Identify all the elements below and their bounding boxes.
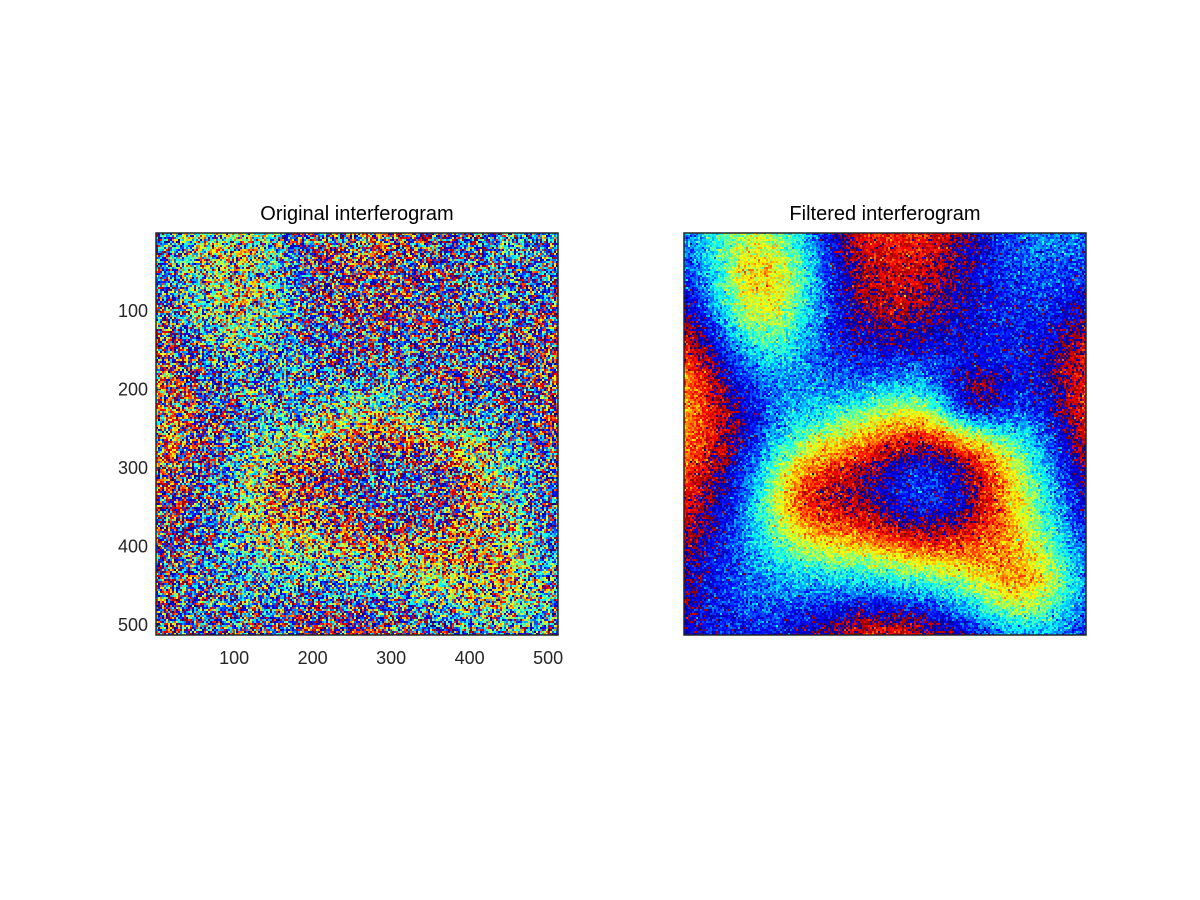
left-y-axis: 100 200 300 400 500	[118, 301, 161, 635]
left-x-tick-label: 500	[533, 648, 563, 668]
right-axes-box	[683, 232, 1087, 636]
left-x-tick-label: 100	[219, 648, 249, 668]
left-y-tick-label: 400	[118, 537, 148, 557]
left-x-tick-label: 300	[376, 648, 406, 668]
left-x-tick-label: 400	[455, 648, 485, 668]
left-y-tick-label: 500	[118, 615, 148, 635]
left-y-tick-label: 200	[118, 380, 148, 400]
right-panel: Filtered interferogram	[683, 203, 1087, 636]
left-title: Original interferogram	[260, 203, 453, 225]
left-panel: Original interferogram 100 200 300 400 500 1…	[118, 203, 563, 668]
left-x-axis: 100 200 300 400 500	[219, 630, 563, 668]
left-y-tick-label: 100	[118, 301, 148, 321]
left-interferogram-image	[156, 233, 558, 635]
left-y-tick-label: 300	[118, 458, 148, 478]
left-image-frame	[156, 233, 558, 635]
left-axes-box	[155, 232, 559, 636]
left-x-tick-label: 200	[298, 648, 328, 668]
right-image-frame	[684, 233, 1086, 635]
right-interferogram-image	[684, 233, 1086, 635]
right-title: Filtered interferogram	[789, 203, 980, 225]
